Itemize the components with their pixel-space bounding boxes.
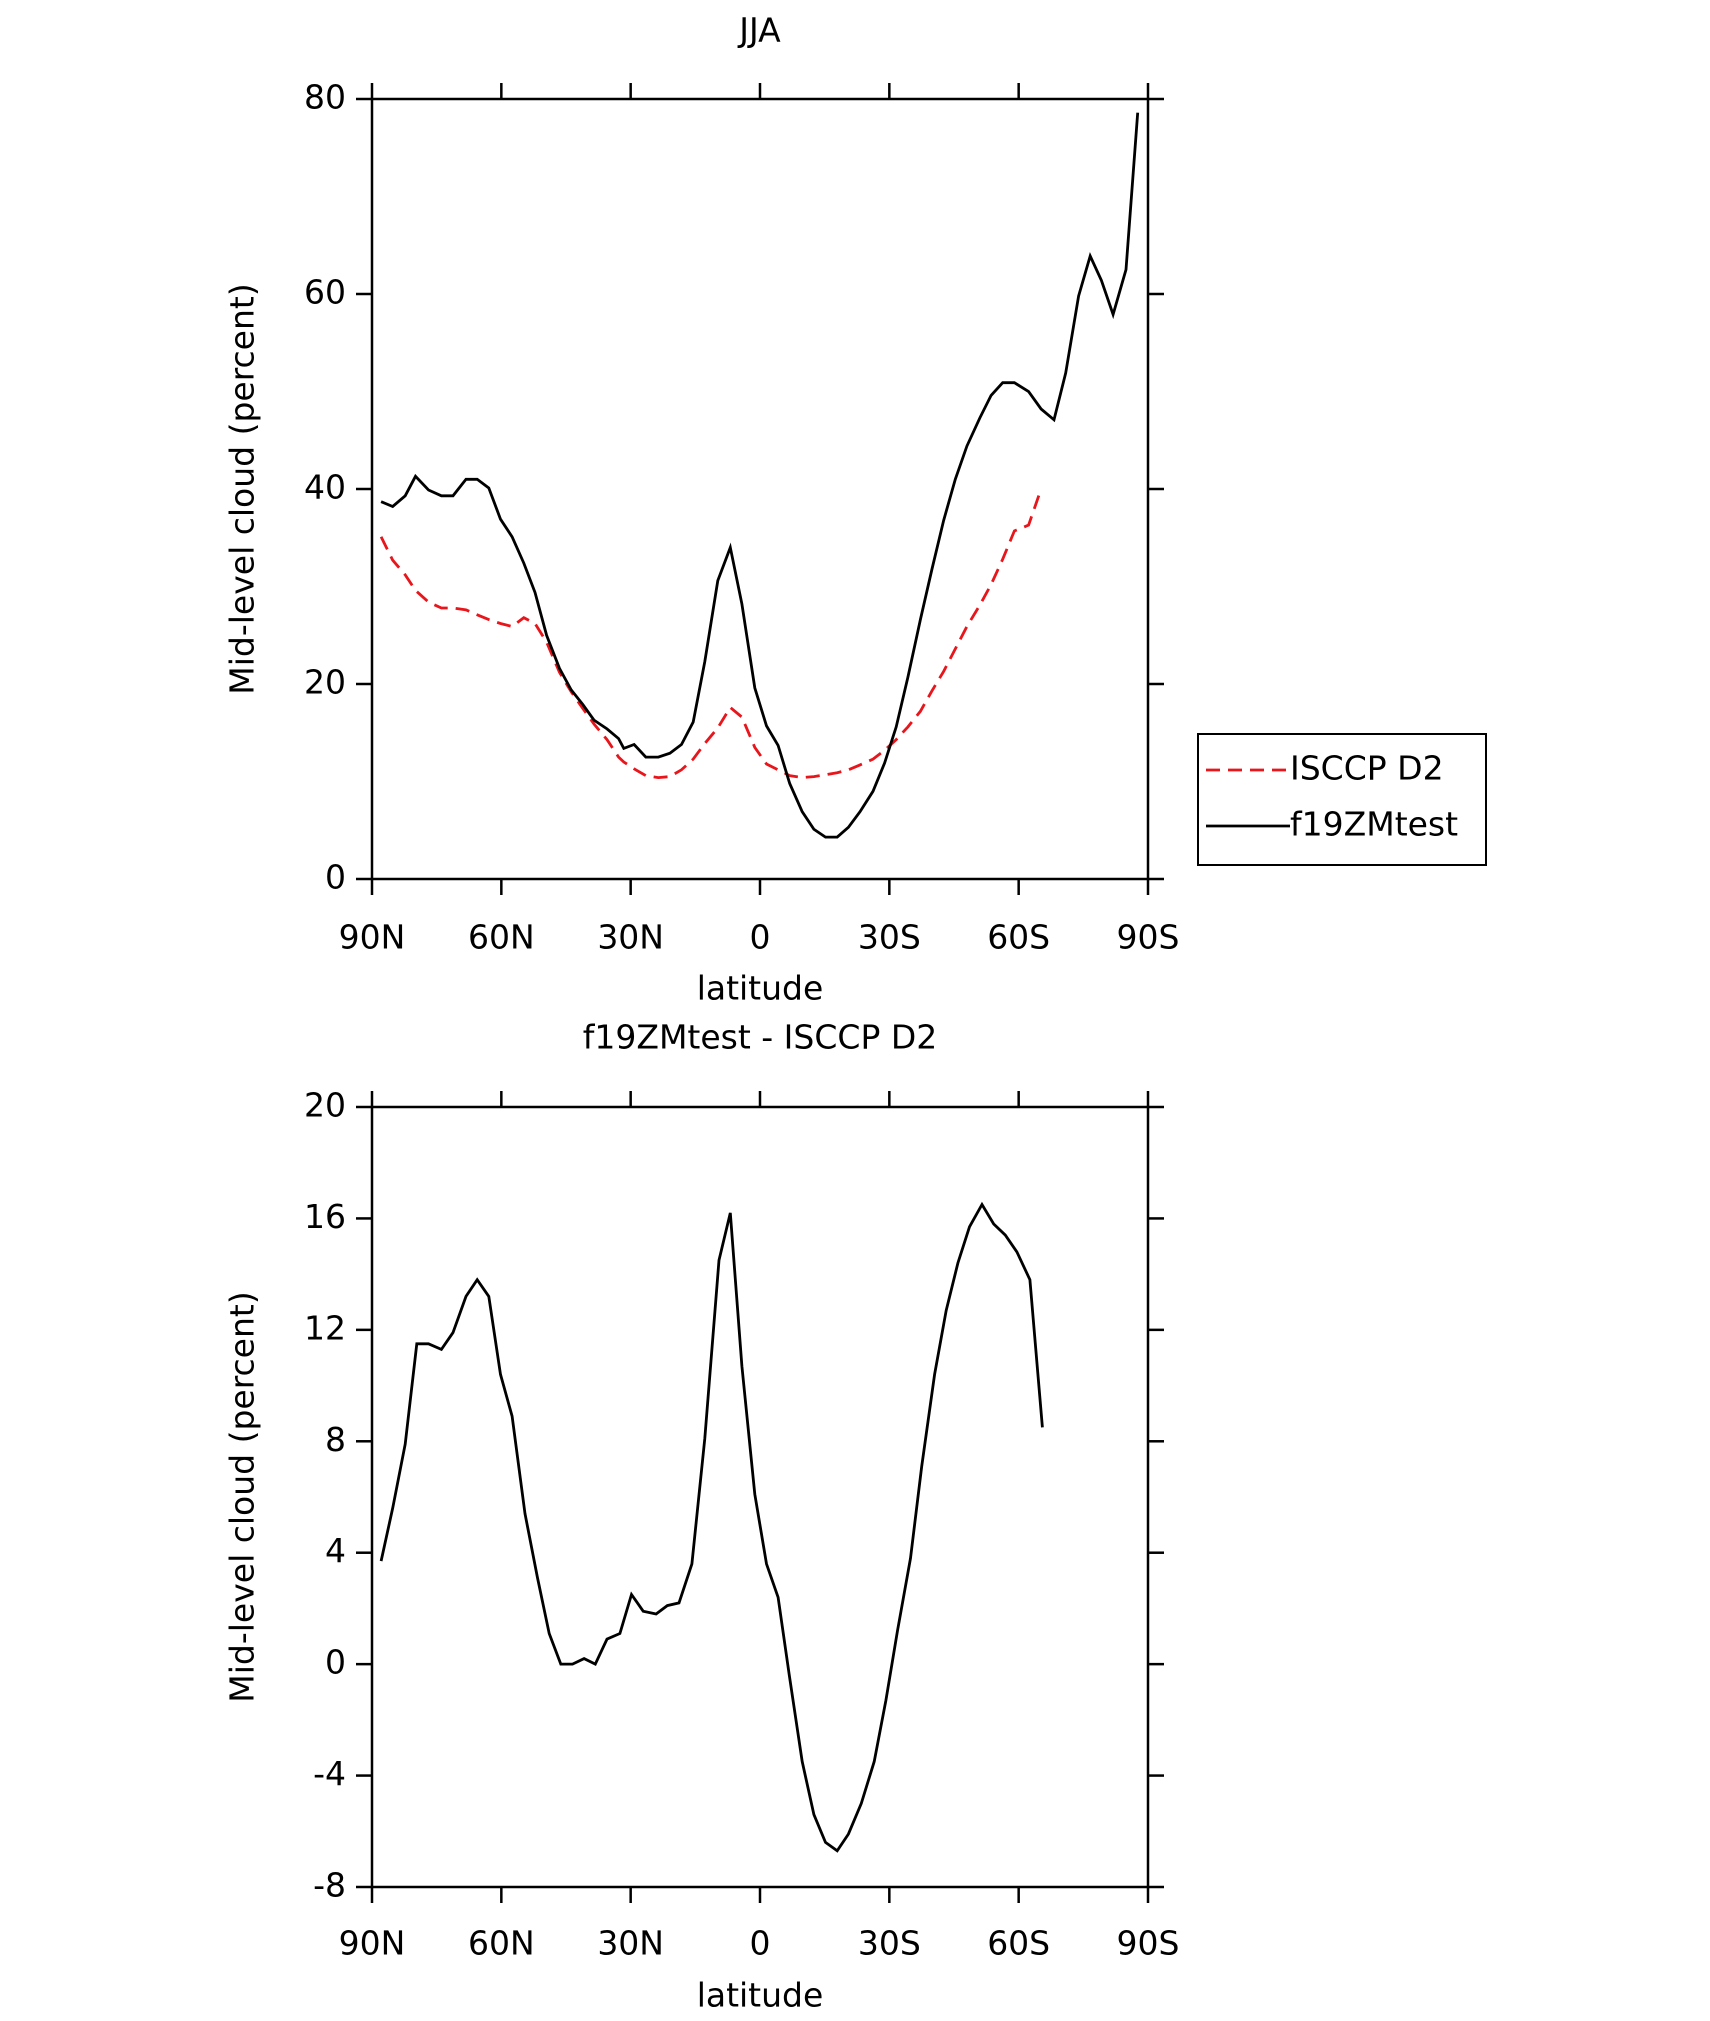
data-line	[379, 1201, 1044, 1853]
y-tick-label: 20	[304, 1086, 346, 1125]
data-line	[380, 112, 1140, 839]
x-tick-label: 30S	[858, 1924, 921, 1963]
y-tick-label: 0	[325, 1643, 346, 1682]
chart-title: JJA	[737, 11, 781, 50]
x-tick-label: 90N	[339, 918, 406, 957]
x-tick-label: 30N	[597, 918, 664, 957]
y-tick-label: 12	[304, 1308, 346, 1347]
y-tick-label: -8	[313, 1866, 346, 1905]
legend-label: ISCCP D2	[1290, 749, 1444, 788]
x-tick-label: 0	[750, 918, 771, 957]
legend-box	[1197, 733, 1487, 866]
x-axis-label: latitude	[697, 969, 824, 1008]
y-tick-label: 8	[325, 1420, 346, 1459]
x-tick-label: 90S	[1117, 1924, 1180, 1963]
y-tick-label: 20	[304, 663, 346, 702]
plot-frame	[370, 1105, 1150, 1889]
y-tick-label: 0	[325, 858, 346, 897]
y-tick-label: 4	[325, 1531, 346, 1570]
y-tick-label: 40	[304, 468, 346, 507]
x-tick-label: 60S	[987, 1924, 1050, 1963]
y-tick-label: 16	[304, 1197, 346, 1236]
legend-label: f19ZMtest	[1290, 805, 1458, 844]
chart-title: f19ZMtest - ISCCP D2	[583, 1018, 938, 1057]
x-tick-label: 90N	[339, 1924, 406, 1963]
x-tick-label: 60N	[468, 1924, 535, 1963]
y-tick-label: -4	[313, 1754, 346, 1793]
x-tick-label: 30S	[858, 918, 921, 957]
x-tick-label: 30N	[597, 1924, 664, 1963]
y-axis-label: Mid-level cloud (percent)	[223, 1291, 262, 1702]
x-tick-label: 60S	[987, 918, 1050, 957]
x-tick-label: 60N	[468, 918, 535, 957]
y-axis-label: Mid-level cloud (percent)	[223, 283, 262, 694]
y-tick-label: 80	[304, 78, 346, 117]
x-axis-label: latitude	[697, 1976, 824, 2015]
x-tick-label: 0	[750, 1924, 771, 1963]
y-tick-label: 60	[304, 273, 346, 312]
x-tick-label: 90S	[1117, 918, 1180, 957]
